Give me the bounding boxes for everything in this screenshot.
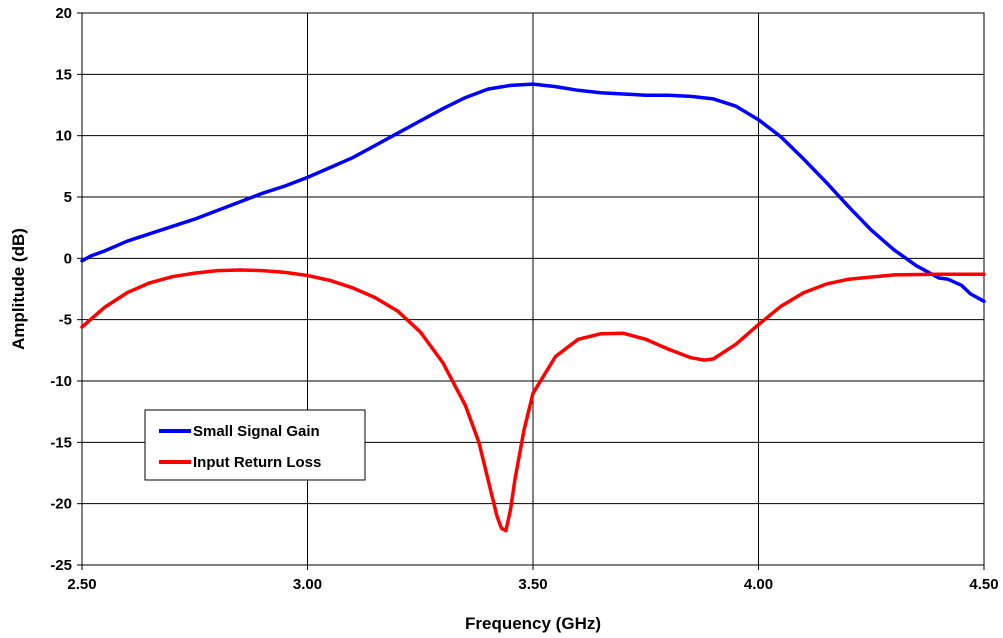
y-tick-label: -5 [59,312,72,329]
legend: Small Signal Gain Input Return Loss [144,409,366,481]
y-tick-label: 15 [55,66,72,83]
y-tick-label: -20 [50,496,72,513]
y-tick-label: 10 [55,128,72,145]
y-axis-title: Amplitude (dB) [9,228,28,350]
series-line-input-return-loss [80,268,986,533]
series-layer [80,82,986,533]
legend-box [144,409,366,481]
y-tick-label: -25 [50,557,72,574]
y-axis-ticks: 20 15 10 5 0 -5 -10 -15 -20 -25 [50,5,82,574]
y-tick-label: -10 [50,373,72,390]
y-tick-label: -15 [50,434,72,451]
series-line-small-signal-gain [80,82,986,304]
x-tick-label: 3.00 [293,576,322,593]
x-axis-title: Frequency (GHz) [465,614,601,633]
x-tick-label: 4.00 [744,576,773,593]
x-tick-label: 3.50 [518,576,547,593]
legend-label-small-signal-gain: Small Signal Gain [193,423,320,440]
y-tick-label: 20 [55,5,72,22]
x-tick-label: 4.50 [969,576,998,593]
y-tick-label: 0 [64,250,72,267]
x-tick-label: 2.50 [67,576,96,593]
y-tick-label: 5 [64,189,72,206]
legend-label-input-return-loss: Input Return Loss [193,454,321,471]
x-axis-ticks: 2.50 3.00 3.50 4.00 4.50 [67,565,999,593]
